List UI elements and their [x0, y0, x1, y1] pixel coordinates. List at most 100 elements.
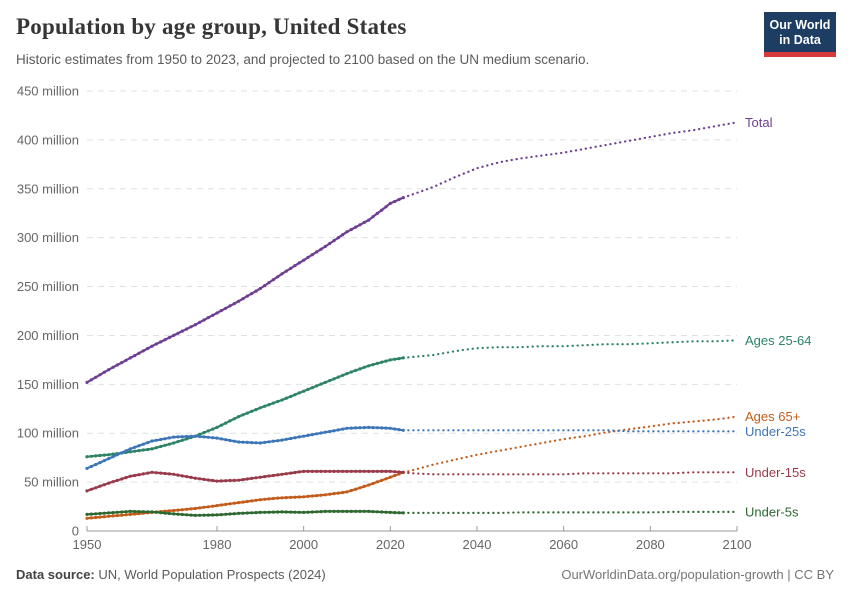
series-point-under-5s: [115, 510, 119, 514]
series-point-ages-65-: [367, 483, 371, 487]
series-point-ages-25-64: [371, 363, 375, 367]
series-point-ages-25-64: [163, 443, 167, 447]
series-point-under-5s: [193, 513, 197, 518]
series-point-ages-25-64: [224, 421, 228, 425]
series-point-ages-65-: [115, 514, 119, 518]
series-point-ages-25-64: [336, 375, 340, 379]
series-point-ages-25-64: [107, 453, 111, 457]
series-point-ages-25-64: [345, 372, 349, 376]
series-label-total: Total: [745, 115, 773, 130]
series-point-under-25s: [215, 436, 219, 440]
owid-logo: Our World in Data: [764, 12, 836, 57]
series-point-under-15s: [180, 474, 184, 478]
series-point-ages-65-: [284, 496, 288, 500]
series-point-under-15s: [276, 473, 280, 477]
series-point-ages-65-: [254, 498, 258, 502]
series-point-total: [254, 289, 258, 293]
series-point-ages-65-: [124, 513, 128, 517]
series-point-under-5s: [237, 511, 241, 515]
series-point-total: [224, 306, 228, 310]
series-point-under-15s: [120, 477, 124, 481]
series-point-under-15s: [323, 469, 327, 473]
series-point-total: [349, 227, 353, 232]
series-point-total: [336, 236, 340, 240]
series-point-under-25s: [198, 434, 202, 439]
series-point-total: [198, 320, 202, 324]
series-point-ages-65-: [297, 495, 301, 499]
series-point-ages-25-64: [310, 386, 314, 390]
series-point-under-5s: [245, 511, 249, 515]
x-axis-label: 2000: [289, 537, 318, 552]
series-point-under-15s: [375, 469, 379, 473]
series-point-ages-25-64: [185, 437, 189, 441]
series-point-under-25s: [349, 426, 353, 430]
series-point-total: [345, 230, 349, 234]
series-point-under-5s: [393, 510, 397, 515]
series-point-under-5s: [198, 513, 202, 517]
series-point-under-25s: [115, 453, 119, 457]
series-point-under-15s: [228, 478, 232, 483]
series-point-under-25s: [254, 441, 258, 445]
series-point-ages-65-: [271, 496, 275, 501]
series-point-total: [267, 281, 271, 285]
series-point-total: [319, 247, 323, 251]
page-title: Population by age group, United States: [16, 14, 407, 39]
series-point-under-5s: [362, 509, 366, 513]
series-point-under-15s: [271, 473, 275, 478]
series-point-ages-25-64: [167, 442, 171, 446]
series-point-under-25s: [328, 429, 332, 434]
series-point-under-25s: [276, 439, 280, 443]
y-axis-label: 300 million: [17, 230, 79, 245]
series-point-total: [306, 255, 310, 259]
series-point-under-15s: [328, 469, 332, 473]
series-point-under-25s: [297, 435, 301, 439]
series-point-under-15s: [367, 469, 371, 473]
series-point-under-5s: [332, 509, 336, 513]
series-point-under-25s: [120, 451, 124, 455]
series-point-under-5s: [310, 510, 314, 514]
series-point-ages-25-64: [206, 429, 210, 433]
series-point-under-25s: [176, 435, 180, 439]
series-point-ages-25-64: [271, 401, 275, 405]
series-point-ages-25-64: [241, 413, 245, 417]
x-axis-label: 1950: [73, 537, 102, 552]
series-point-under-5s: [354, 509, 358, 513]
series-point-under-5s: [219, 513, 223, 517]
series-point-under-25s: [250, 441, 254, 445]
series-point-ages-65-: [193, 506, 197, 511]
series-point-under-5s: [111, 510, 115, 515]
series-point-under-5s: [271, 510, 275, 514]
series-point-under-25s: [111, 455, 115, 459]
series-point-under-15s: [310, 469, 314, 473]
series-point-total: [176, 331, 180, 335]
series-point-under-15s: [263, 475, 267, 479]
series-point-under-15s: [167, 472, 171, 476]
series-point-total: [163, 338, 167, 342]
series-point-ages-65-: [176, 508, 180, 512]
series-point-under-5s: [293, 510, 297, 514]
series-point-under-5s: [349, 509, 353, 513]
series-point-under-25s: [319, 431, 323, 435]
series-point-under-25s: [302, 434, 306, 438]
series-point-under-15s: [241, 478, 245, 482]
series-point-total: [393, 199, 397, 204]
series-point-total: [258, 286, 262, 291]
series-point-ages-25-64: [293, 393, 297, 397]
series-point-under-25s: [137, 444, 141, 448]
series-point-under-25s: [185, 434, 189, 439]
series-point-ages-65-: [85, 516, 89, 520]
series-point-under-25s: [232, 439, 236, 443]
y-axis-label: 150 million: [17, 377, 79, 392]
series-point-under-5s: [250, 511, 254, 515]
series-point-ages-65-: [371, 481, 375, 486]
series-point-ages-25-64: [202, 431, 206, 435]
series-point-ages-25-64: [89, 454, 93, 458]
series-point-ages-25-64: [267, 403, 271, 407]
series-point-under-15s: [137, 473, 141, 477]
series-point-ages-65-: [185, 507, 189, 511]
series-point-ages-65-: [276, 496, 280, 500]
series-point-ages-25-64: [98, 453, 102, 458]
series-point-under-15s: [267, 474, 271, 478]
series-label-under-5s: Under-5s: [745, 504, 799, 519]
series-point-total: [141, 349, 145, 353]
